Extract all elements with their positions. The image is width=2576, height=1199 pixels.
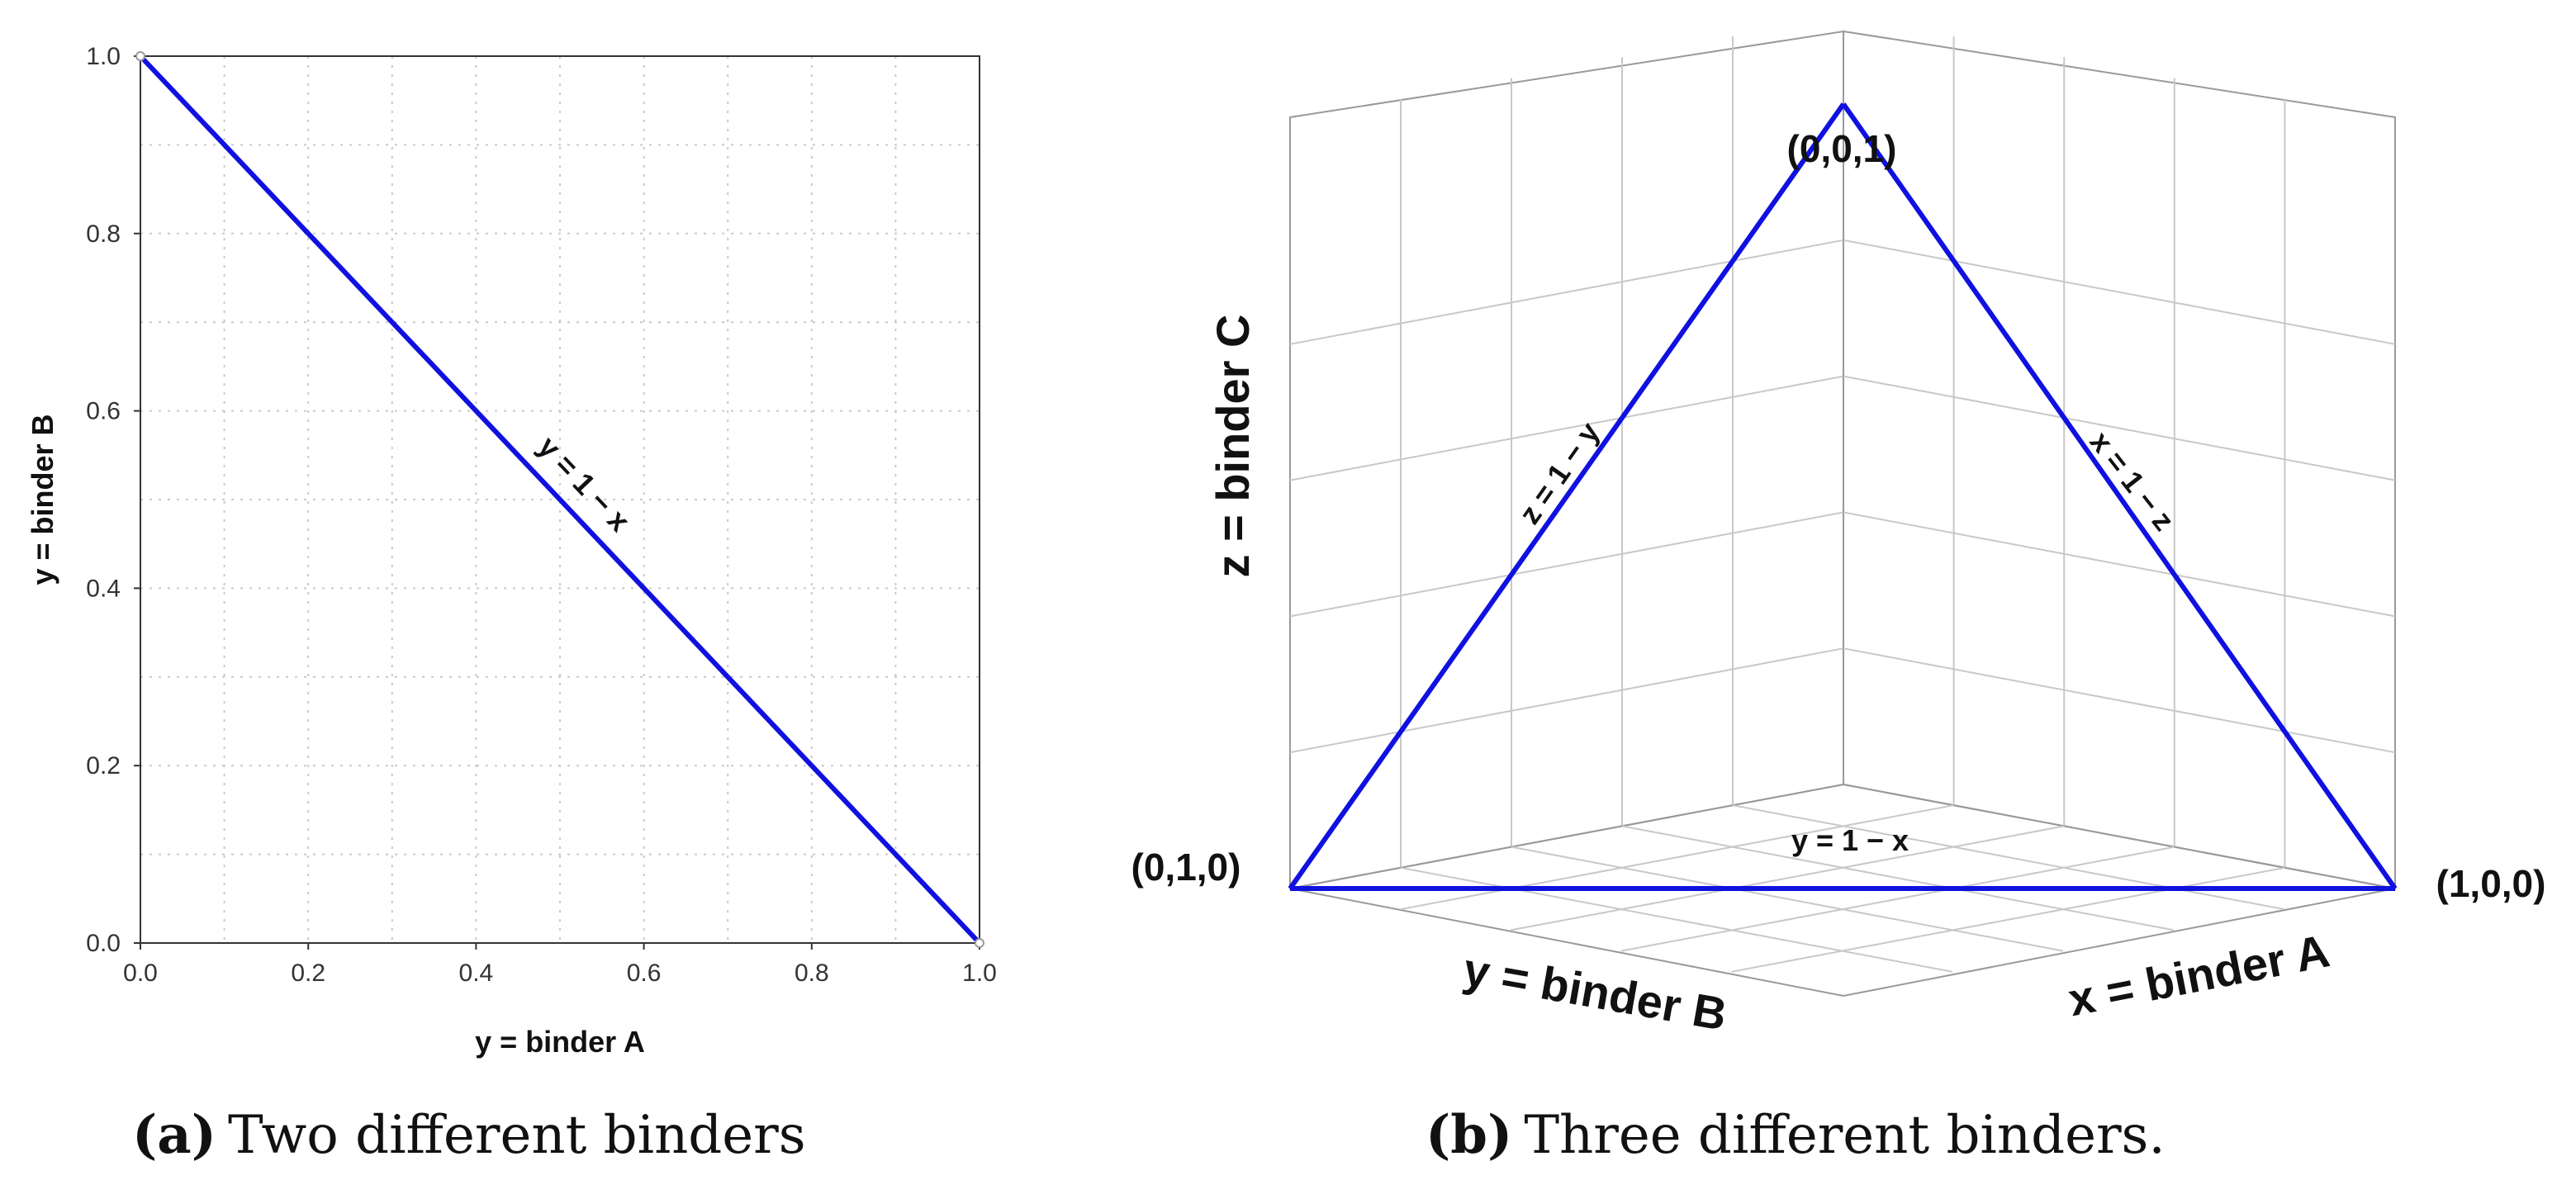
- chart-b-wall-left-grid-line: [1289, 239, 1844, 345]
- chart-a-y-tick-label: 1.0: [86, 43, 121, 70]
- chart-a-y-ticks: 0.0 0.2 0.4 0.6 0.8 1.0: [86, 43, 140, 957]
- chart-b-edge-x-eq-1-minus-z: [1841, 102, 2398, 890]
- chart-b-floor: [1289, 783, 2396, 998]
- chart-b-x-axis-label: x = binder A: [2064, 924, 2333, 1026]
- chart-a-y-tick-label: 0.8: [86, 220, 121, 248]
- chart-b-floor-grid-line: [1732, 804, 2285, 911]
- chart-b-wall-left-grid-line: [1289, 511, 1844, 618]
- chart-b-wall-left-grid: [1289, 36, 1844, 868]
- chart-b-floor-grid-line: [1731, 866, 2285, 973]
- chart-a-caption-text: Two different binders: [228, 1105, 806, 1166]
- chart-b-floor-grid-line: [1400, 804, 1954, 911]
- chart-b-floor-grid-line: [1620, 846, 2175, 952]
- chart-b-caption-letter: (b): [1426, 1104, 1512, 1166]
- chart-b-floor-frame: [1289, 783, 2396, 998]
- chart-b-wall-left-grid-line: [1289, 647, 1844, 754]
- chart-b-wall-right-grid-line: [1843, 647, 2396, 754]
- chart-b-edge-label-base: y = 1 − x: [1791, 823, 1909, 857]
- chart-b-y-axis-label: y = binder B: [1459, 943, 1730, 1040]
- chart-b-floor-grid-line: [1511, 825, 2065, 931]
- chart-a-y-tick-label: 0.4: [86, 575, 121, 602]
- chart-three-binders: y = 1 − x z = 1 − y x = 1 − z (0,0,1) (0…: [1131, 30, 2546, 1166]
- chart-a-x-tick-label: 0.6: [627, 960, 662, 987]
- chart-b-floor-grid-line: [1400, 866, 1953, 973]
- chart-b-vertex-label-left: (0,1,0): [1131, 846, 1241, 889]
- chart-a-x-tick-label: 0.2: [291, 960, 325, 987]
- chart-a-x-tick-label: 1.0: [962, 960, 997, 987]
- chart-b-wall-left-grid-line: [1289, 375, 1844, 481]
- chart-a-y-tick-label: 0.6: [86, 398, 121, 425]
- chart-b-z-axis-label: z = binder C: [1207, 315, 1259, 578]
- chart-b-floor-grid: [1400, 804, 2285, 973]
- chart-a-endpoint-end: [975, 938, 984, 948]
- chart-b-edge-label-right: x = 1 − z: [2084, 424, 2182, 537]
- chart-b-wall-right-grid-line: [1843, 239, 2396, 345]
- chart-b-floor-grid-line: [1511, 846, 2064, 952]
- chart-b-wall-right-grid: [1843, 36, 2396, 868]
- chart-a-x-tick-label: 0.4: [459, 960, 494, 987]
- chart-a-y-axis-label: y = binder B: [26, 414, 59, 585]
- chart-a-plot-frame: [140, 55, 980, 944]
- chart-b-floor-grid-line: [1621, 825, 2175, 931]
- chart-a-y-tick-label: 0.2: [86, 752, 121, 780]
- chart-a-endpoint-start: [135, 51, 145, 61]
- chart-a-x-axis-label: y = binder A: [475, 1025, 645, 1059]
- chart-a-series-line: [138, 54, 982, 945]
- chart-b-wall-right-grid-line: [1843, 375, 2396, 481]
- chart-b-back-wall-right: [1843, 30, 2396, 890]
- chart-b-caption-text: Three different binders.: [1524, 1105, 2165, 1166]
- chart-a-caption: (a) Two different binders: [132, 1104, 806, 1166]
- chart-a-caption-letter: (a): [132, 1104, 216, 1166]
- chart-b-caption: (b) Three different binders.: [1426, 1104, 2166, 1166]
- chart-a-x-ticks: 0.0 0.2 0.4 0.6 0.8 1.0: [123, 943, 997, 987]
- chart-b-vertex-label-top: (0,0,1): [1787, 127, 1897, 170]
- chart-a-x-tick-label: 0.0: [123, 960, 158, 987]
- chart-b-wall-right-grid-line: [1843, 511, 2396, 618]
- chart-b-edge-label-left: z = 1 − y: [1512, 416, 1606, 530]
- chart-two-binders: 0.0 0.2 0.4 0.6 0.8 1.0 0.0 0.2 0.4 0.6 0.8 1.0 y …: [26, 43, 997, 1166]
- chart-b-vertex-label-right: (1,0,0): [2436, 862, 2546, 905]
- chart-a-y-tick-label: 0.0: [86, 930, 121, 957]
- chart-b-edge-z-eq-1-minus-y: [1288, 102, 1846, 890]
- chart-a-x-tick-label: 0.8: [795, 960, 829, 987]
